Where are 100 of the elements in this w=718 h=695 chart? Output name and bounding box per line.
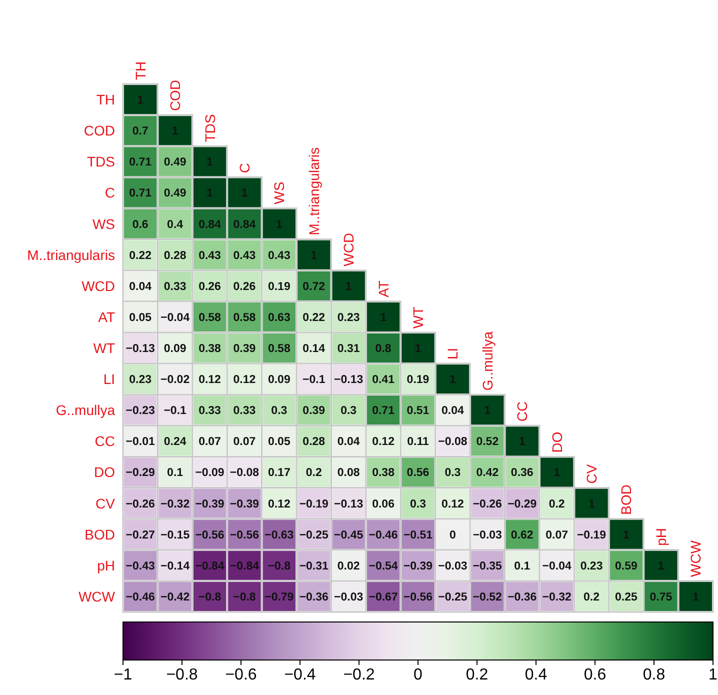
data-label: 0.23 <box>580 560 603 572</box>
y-tick-label: LI <box>103 371 115 388</box>
data-label: 0.12 <box>268 498 290 510</box>
data-label: 0.04 <box>129 280 152 293</box>
data-label: 0.12 <box>442 498 464 510</box>
data-label: 0.4 <box>167 218 184 231</box>
data-label: −0.15 <box>160 529 190 542</box>
data-label: 0.71 <box>372 405 396 418</box>
data-label: 0.7 <box>132 126 148 138</box>
data-label: −0.1 <box>164 405 188 418</box>
color-bar-label: −0.6 <box>225 666 257 684</box>
data-label: −0.56 <box>195 529 224 542</box>
data-label: −0.26 <box>126 498 155 510</box>
data-label: −0.43 <box>126 560 155 572</box>
color-bar-label: 0 <box>414 666 423 684</box>
data-label: 0.8 <box>375 343 392 355</box>
data-label: 0.33 <box>233 405 256 418</box>
data-label: 0.05 <box>129 312 152 324</box>
data-label: 0.36 <box>510 467 534 480</box>
data-label: 0.41 <box>372 374 396 386</box>
data-label: 0.3 <box>410 498 426 510</box>
data-label: 0.31 <box>337 343 360 355</box>
data-label: −0.8 <box>268 560 292 572</box>
data-label: −0.52 <box>472 591 502 604</box>
data-label: 0.49 <box>164 156 186 169</box>
data-label: −0.84 <box>230 560 260 572</box>
data-label: 0.51 <box>406 405 430 418</box>
data-label: 0.04 <box>337 436 360 448</box>
data-label: −0.02 <box>160 374 190 386</box>
color-bar-label: 1 <box>708 666 718 684</box>
color-bar-label: −0.4 <box>284 666 316 684</box>
y-tick-label: WS <box>92 216 115 232</box>
y-tick-label: WCW <box>78 588 116 604</box>
data-label: 0.14 <box>302 343 326 355</box>
data-label: −0.09 <box>195 467 224 480</box>
data-label: 0.2 <box>306 467 322 480</box>
data-label: 0.28 <box>302 436 326 448</box>
data-label: −0.25 <box>299 529 330 542</box>
data-label: −0.25 <box>438 591 468 604</box>
data-label: −0.03 <box>472 529 502 542</box>
data-label: 0.12 <box>198 374 221 386</box>
data-label: −0.63 <box>264 529 294 542</box>
data-label: 0.58 <box>268 343 291 355</box>
color-bar-label: 0.8 <box>642 666 666 684</box>
data-label: −0.39 <box>403 560 433 572</box>
data-label: 0.33 <box>164 280 186 293</box>
y-tick-label: CC <box>94 433 115 450</box>
data-label: 0.12 <box>233 374 256 386</box>
y-tick-label: DO <box>94 464 116 480</box>
data-label: 0.39 <box>233 343 256 355</box>
data-label: 0.52 <box>476 436 499 448</box>
data-label: −0.54 <box>368 560 398 572</box>
data-label: −0.45 <box>334 529 364 542</box>
data-label: 0.23 <box>129 374 152 386</box>
data-label: −0.84 <box>195 560 225 572</box>
y-tick-label: G..mullya <box>56 402 116 418</box>
data-label: 0.59 <box>615 560 638 572</box>
data-label: −0.8 <box>233 591 256 604</box>
data-label: 0.05 <box>268 436 291 448</box>
data-label: −0.13 <box>334 498 364 510</box>
color-bar-label: 0.6 <box>584 666 606 684</box>
data-label: 0.1 <box>514 560 531 572</box>
data-label: 0.07 <box>233 436 256 448</box>
color-bar-label: 0.2 <box>466 666 488 684</box>
data-label: 0.3 <box>271 405 288 418</box>
data-label: −0.03 <box>438 560 468 572</box>
data-label: 0.09 <box>268 374 290 386</box>
data-label: −0.13 <box>334 374 364 386</box>
color-bar-label: −0.2 <box>343 666 375 684</box>
data-label: −0.36 <box>508 591 537 604</box>
y-tick-label: M..triangularis <box>27 246 115 263</box>
data-label: 0.08 <box>337 467 360 480</box>
data-label: −0.29 <box>126 467 155 480</box>
data-label: 0.22 <box>129 250 152 262</box>
data-label: −0.08 <box>438 436 468 448</box>
data-label: 0.38 <box>372 467 396 480</box>
data-label: 0.1 <box>167 467 184 480</box>
data-label: 0.22 <box>302 312 326 324</box>
data-label: 0.2 <box>548 498 565 510</box>
data-label: 0.06 <box>372 498 394 510</box>
y-tick-label: pH <box>97 557 115 574</box>
data-label: −0.56 <box>230 529 260 542</box>
data-label: 0.19 <box>268 280 290 293</box>
y-tick-label: BOD <box>84 526 115 542</box>
data-label: 0.23 <box>337 312 360 324</box>
data-label: −0.67 <box>368 591 398 604</box>
data-label: −0.19 <box>576 529 606 542</box>
data-label: −0.32 <box>160 498 190 510</box>
data-label: −0.03 <box>334 591 364 604</box>
data-label: −0.29 <box>508 498 537 510</box>
data-label: −0.36 <box>299 591 328 604</box>
data-label: 0.3 <box>444 467 461 480</box>
data-label: −0.13 <box>126 343 155 355</box>
data-label: −0.08 <box>230 467 260 480</box>
data-label: −0.1 <box>302 374 326 386</box>
data-label: −0.51 <box>403 529 434 542</box>
data-label: 0.38 <box>198 343 222 355</box>
data-label: −0.19 <box>299 498 328 510</box>
color-bar-label: −1 <box>114 666 132 684</box>
data-label: −0.42 <box>160 591 190 604</box>
